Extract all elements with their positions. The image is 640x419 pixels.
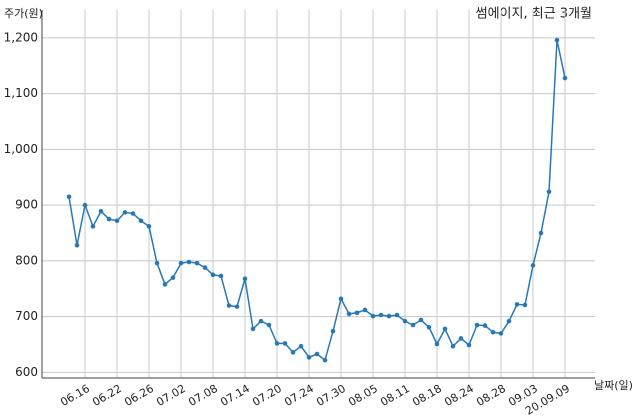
data-point [282, 341, 288, 346]
data-point [314, 351, 320, 357]
data-point [122, 210, 128, 215]
data-point [346, 311, 352, 317]
data-point [378, 312, 384, 318]
price-line [68, 39, 566, 362]
data-point [306, 355, 312, 360]
y-tick-label: 1,100 [4, 86, 38, 100]
data-point [170, 275, 176, 280]
data-point [90, 224, 96, 229]
x-tick-label: 08.05 [346, 382, 380, 409]
data-point [66, 194, 72, 200]
data-point [498, 331, 504, 336]
data-point [298, 343, 304, 349]
data-point [290, 350, 296, 355]
data-point [82, 202, 88, 208]
data-point [202, 265, 208, 270]
y-tick-label: 700 [15, 309, 38, 323]
data-point [490, 329, 496, 335]
data-point [162, 282, 168, 287]
data-point [410, 322, 416, 328]
data-point [98, 208, 104, 214]
data-point [370, 313, 376, 319]
data-point [426, 324, 432, 330]
data-point [178, 260, 184, 266]
data-point [562, 75, 568, 81]
data-point [154, 260, 160, 266]
chart-title: 썸에이지, 최근 3개월 [476, 7, 592, 22]
data-point [442, 326, 448, 332]
data-point [354, 310, 360, 316]
data-point [394, 312, 400, 318]
data-point [138, 218, 144, 224]
data-point [402, 318, 408, 324]
data-point [386, 313, 392, 319]
data-point [362, 307, 368, 313]
data-point [74, 242, 80, 248]
data-point [210, 272, 216, 278]
data-point [522, 302, 528, 308]
y-axis-label: 주가(원) [4, 7, 43, 20]
data-point [474, 322, 480, 328]
x-tick-label: 06.26 [122, 382, 156, 409]
data-point [242, 276, 248, 282]
y-tick-label: 1,200 [4, 30, 38, 44]
data-point [434, 341, 440, 347]
data-point [418, 317, 424, 323]
x-tick-label: 06.22 [90, 382, 124, 409]
data-point [338, 296, 344, 302]
data-point [274, 341, 280, 346]
data-point [554, 37, 560, 43]
data-point [458, 336, 464, 341]
data-point [482, 323, 488, 328]
x-tick-label: 06.16 [58, 382, 92, 409]
data-point [530, 263, 536, 268]
data-point [450, 343, 456, 349]
data-point [226, 303, 232, 308]
x-tick-label: 07.02 [154, 382, 188, 409]
data-point [146, 224, 152, 229]
data-point [218, 273, 224, 279]
data-point [546, 189, 552, 195]
x-tick-label: 07.20 [250, 382, 284, 409]
x-tick-label: 08.24 [442, 382, 476, 409]
data-point [250, 326, 256, 332]
data-point [466, 342, 472, 348]
y-tick-label: 900 [15, 198, 38, 212]
y-tick-label: 800 [15, 253, 38, 267]
data-point [114, 218, 120, 224]
data-point [258, 318, 264, 324]
data-point [514, 302, 520, 307]
y-tick-label: 600 [15, 365, 38, 379]
data-point [538, 230, 544, 236]
data-point [106, 216, 112, 222]
data-point [186, 259, 192, 265]
x-tick-label: 08.11 [378, 382, 412, 409]
x-tick-label: 07.30 [314, 382, 348, 409]
x-tick-label: 08.18 [410, 382, 444, 409]
data-point [130, 211, 136, 216]
x-tick-label: 07.08 [186, 382, 220, 409]
data-point [322, 357, 328, 363]
data-point [506, 318, 512, 324]
x-tick-label: 08.28 [474, 382, 508, 409]
x-tick-label: 07.24 [282, 382, 316, 409]
x-axis-label: 날짜(일) [594, 378, 633, 392]
y-tick-label: 1,000 [4, 142, 38, 156]
data-point [330, 328, 336, 334]
x-tick-label: 07.14 [218, 382, 252, 409]
data-point [194, 260, 200, 266]
data-point [234, 304, 240, 309]
data-point [266, 322, 272, 328]
